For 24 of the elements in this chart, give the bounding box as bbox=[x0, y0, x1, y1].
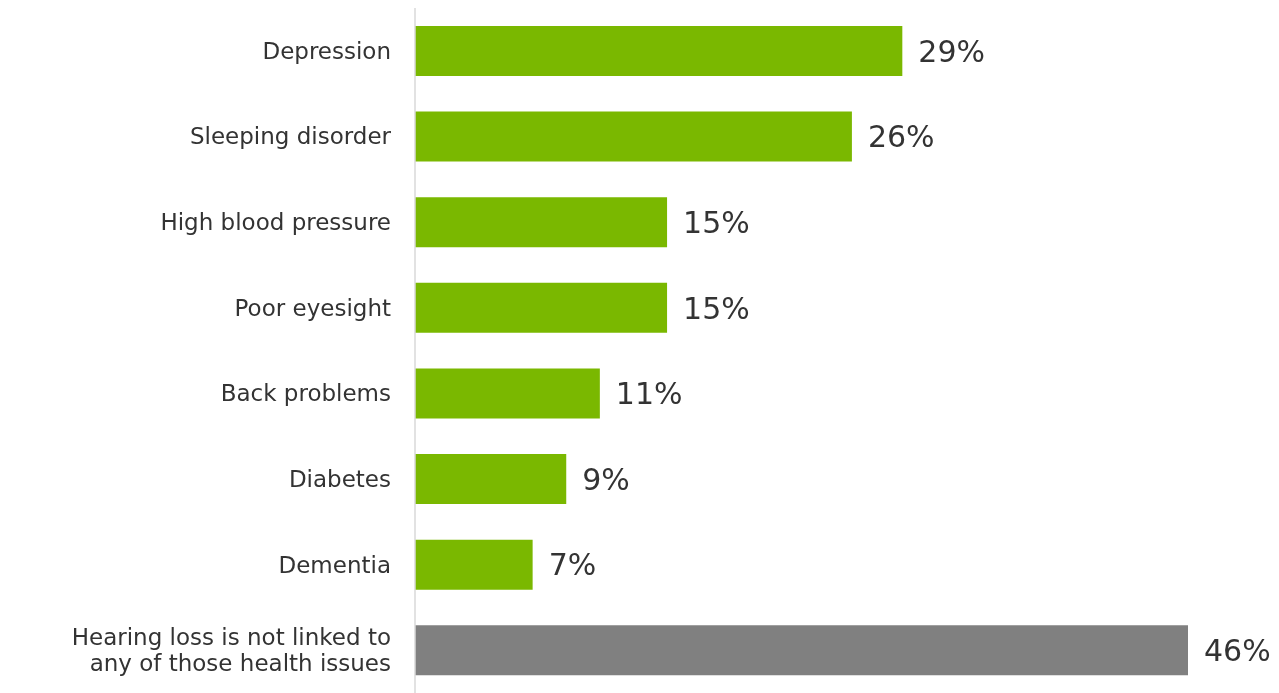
data-label: 46% bbox=[1204, 633, 1271, 669]
data-label: 26% bbox=[867, 119, 935, 155]
bar bbox=[415, 539, 533, 590]
y-tick-label: Dementia bbox=[278, 551, 391, 578]
bar bbox=[415, 282, 668, 333]
y-tick-label: Sleeping disorder bbox=[189, 123, 392, 150]
y-tick-label: Hearing loss is not linked to any of those health issues bbox=[71, 624, 391, 677]
bar bbox=[415, 111, 852, 162]
bar bbox=[415, 368, 600, 419]
bar bbox=[415, 454, 567, 505]
data-label: 29% bbox=[918, 33, 986, 69]
y-tick-label: Back problems bbox=[220, 380, 391, 407]
data-label: 7% bbox=[548, 547, 597, 583]
y-tick-label: Depression bbox=[262, 37, 391, 64]
y-tick-label: High blood pressure bbox=[160, 209, 391, 236]
bar bbox=[415, 625, 1188, 676]
y-tick-label: Poor eyesight bbox=[234, 294, 391, 321]
bar bbox=[415, 25, 903, 76]
bar bbox=[415, 197, 668, 248]
data-label: 15% bbox=[683, 290, 750, 326]
data-label: 15% bbox=[683, 204, 750, 240]
data-label: 9% bbox=[582, 461, 630, 497]
y-tick-label: Diabetes bbox=[288, 465, 391, 492]
data-label: 11% bbox=[615, 376, 683, 412]
